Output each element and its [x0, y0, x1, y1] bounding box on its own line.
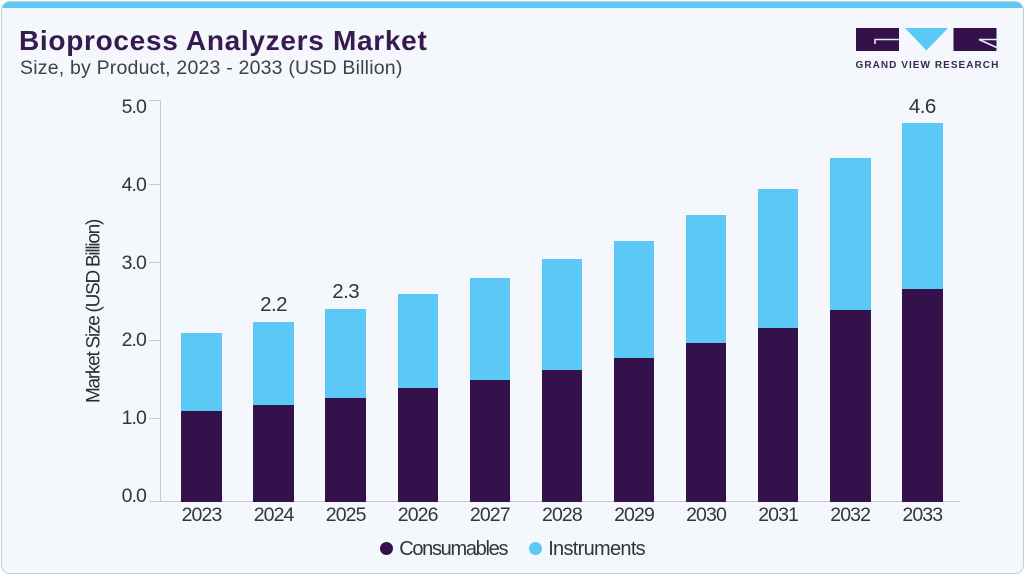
- svg-text:GRAND VIEW RESEARCH: GRAND VIEW RESEARCH: [856, 60, 1000, 71]
